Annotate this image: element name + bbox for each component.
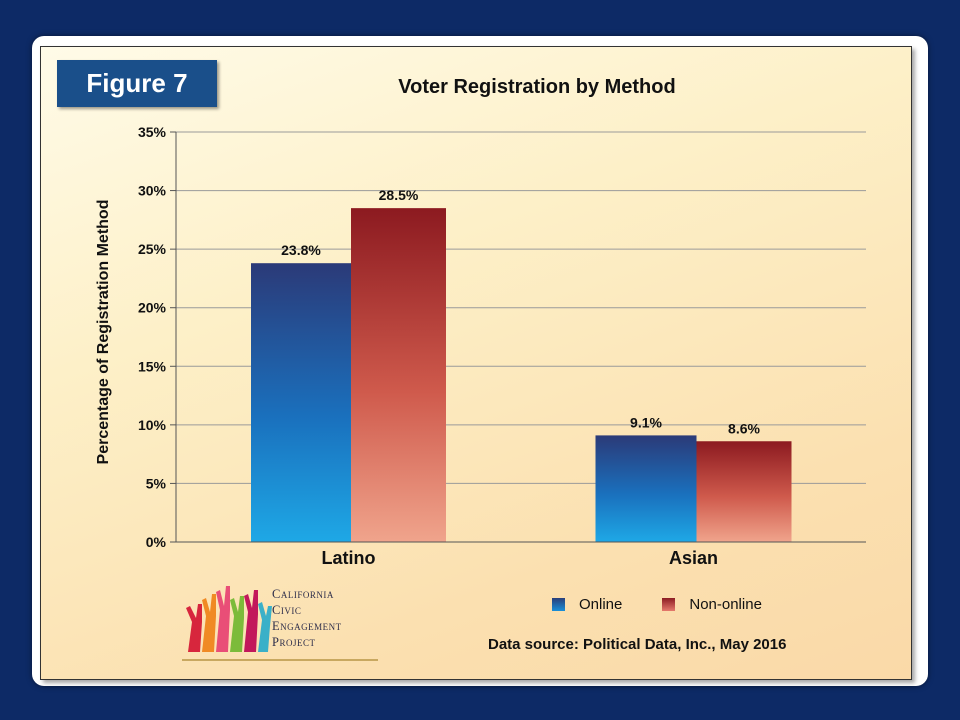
- data-label: 8.6%: [728, 420, 760, 436]
- logo-line-4: Project: [272, 634, 342, 650]
- data-label: 23.8%: [281, 242, 321, 258]
- logo-line-2: Civic: [272, 602, 342, 618]
- legend-swatch-nononline: [662, 598, 675, 611]
- bar-non-online-asian: [697, 441, 792, 542]
- logo-line-1: California: [272, 586, 342, 602]
- x-tick-label: Asian: [669, 548, 718, 568]
- legend-swatch-online: [552, 598, 565, 611]
- y-tick-label: 30%: [138, 183, 167, 199]
- y-tick-label: 5%: [146, 475, 167, 491]
- logo-divider: [182, 659, 378, 661]
- y-tick-label: 10%: [138, 417, 167, 433]
- data-source-note: Data source: Political Data, Inc., May 2…: [488, 636, 786, 653]
- legend-item-nononline: Non-online: [662, 596, 762, 613]
- y-tick-label: 15%: [138, 358, 167, 374]
- y-axis-title: Percentage of Registration Method: [95, 200, 112, 465]
- y-tick-label: 0%: [146, 534, 167, 550]
- y-tick-label: 25%: [138, 241, 167, 257]
- logo-text: California Civic Engagement Project: [272, 586, 342, 650]
- legend-label-nononline: Non-online: [689, 596, 762, 613]
- y-tick-label: 20%: [138, 300, 167, 316]
- legend-label-online: Online: [579, 596, 622, 613]
- data-label: 9.1%: [630, 414, 662, 430]
- bar-online-latino: [251, 263, 351, 542]
- bar-online-asian: [596, 435, 697, 542]
- x-tick-label: Latino: [322, 548, 376, 568]
- legend-item-online: Online: [552, 596, 622, 613]
- chart-legend: Online Non-online: [552, 596, 802, 613]
- bar-non-online-latino: [351, 208, 446, 542]
- logo-line-3: Engagement: [272, 618, 342, 634]
- y-tick-label: 35%: [138, 124, 167, 140]
- data-label: 28.5%: [379, 187, 419, 203]
